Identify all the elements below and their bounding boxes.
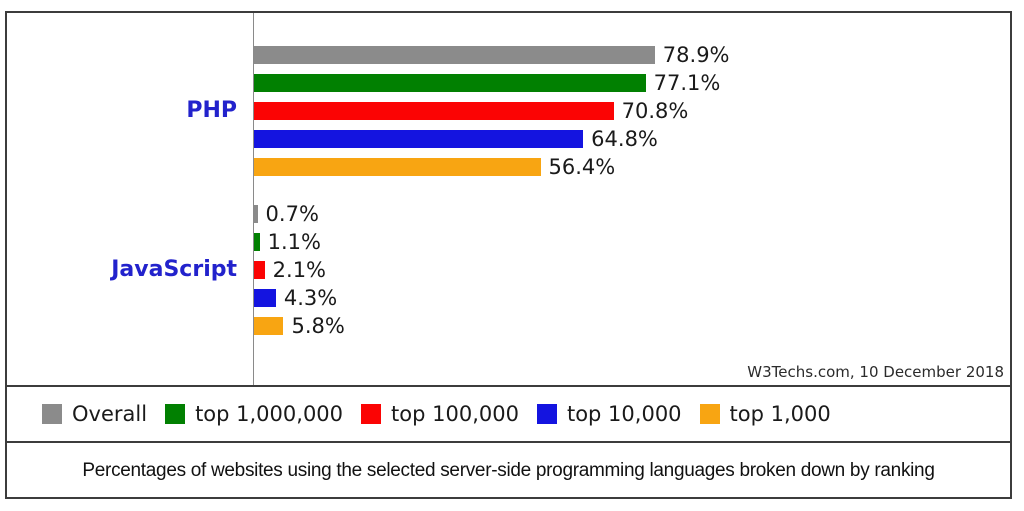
bar-value-label: 78.9% [662, 43, 730, 67]
bar-row: 4.3% [254, 286, 345, 310]
bar-row: 64.8% [254, 127, 730, 151]
bar-value-label: 56.4% [548, 155, 616, 179]
chart-area: 78.9% 77.1% 70.8% 64.8% 56.4% 0.7% 1.1% 2.1% 4.3… [7, 13, 1010, 385]
legend-item-top-10-000: top 10,000 [536, 402, 682, 426]
caption-text: Percentages of websites using the select… [82, 459, 935, 481]
bar-row: 5.8% [254, 314, 345, 338]
bar-value-label: 70.8% [621, 99, 689, 123]
category-label-php: PHP [186, 98, 237, 123]
bar-php-top-1-000 [254, 158, 541, 176]
bar-value-label: 77.1% [653, 71, 721, 95]
bar-php-overall [254, 46, 655, 64]
bar-group-php: 78.9% 77.1% 70.8% 64.8% 56.4% [254, 43, 730, 186]
bar-row: 2.1% [254, 258, 345, 282]
bar-value-label: 2.1% [272, 258, 327, 282]
bar-row: 1.1% [254, 230, 345, 254]
legend-item-top-1-000-000: top 1,000,000 [165, 402, 343, 426]
legend-label: top 1,000 [729, 402, 831, 426]
bar-value-label: 4.3% [283, 286, 338, 310]
bar-group-javascript: 0.7% 1.1% 2.1% 4.3% 5.8% [254, 202, 345, 345]
legend-swatch-icon [165, 404, 186, 424]
bar-row: 70.8% [254, 99, 730, 123]
bar-php-top-100-000 [254, 102, 614, 120]
chart-frame: 78.9% 77.1% 70.8% 64.8% 56.4% 0.7% 1.1% 2.1% 4.3… [5, 11, 1012, 499]
legend-swatch-icon [42, 404, 62, 424]
bar-javascript-top-10-000 [254, 289, 276, 307]
legend-row: Overall top 1,000,000 top 100,000 top 10,00… [7, 385, 1010, 441]
bar-javascript-overall [254, 205, 258, 223]
attribution-text: W3Techs.com, 10 December 2018 [747, 363, 1004, 381]
category-label-javascript: JavaScript [111, 257, 237, 282]
bar-row: 77.1% [254, 71, 730, 95]
bar-row: 0.7% [254, 202, 345, 226]
bar-value-label: 5.8% [291, 314, 345, 338]
legend-label: top 10,000 [566, 402, 682, 426]
bar-javascript-top-100-000 [254, 261, 265, 279]
bar-javascript-top-1-000-000 [254, 233, 260, 251]
bar-value-label: 0.7% [265, 202, 319, 226]
legend-swatch-icon [699, 404, 720, 424]
legend-label: Overall [72, 402, 148, 426]
bar-javascript-top-1-000 [254, 317, 284, 335]
legend-item-top-100-000: top 100,000 [361, 402, 519, 426]
legend-label: top 1,000,000 [195, 402, 344, 426]
legend-swatch-icon [536, 404, 557, 424]
bar-row: 78.9% [254, 43, 730, 67]
caption-box: Percentages of websites using the select… [7, 441, 1010, 497]
bar-value-label: 64.8% [591, 127, 658, 151]
bar-php-top-1-000-000 [254, 74, 646, 92]
legend-swatch-icon [361, 404, 382, 424]
bar-row: 56.4% [254, 155, 730, 179]
legend-item-overall: Overall [42, 402, 147, 426]
legend-label: top 100,000 [391, 402, 519, 426]
bar-php-top-10-000 [254, 130, 584, 148]
axis-line [253, 13, 254, 385]
bar-value-label: 1.1% [267, 230, 321, 254]
legend-item-top-1-000: top 1,000 [699, 402, 831, 426]
